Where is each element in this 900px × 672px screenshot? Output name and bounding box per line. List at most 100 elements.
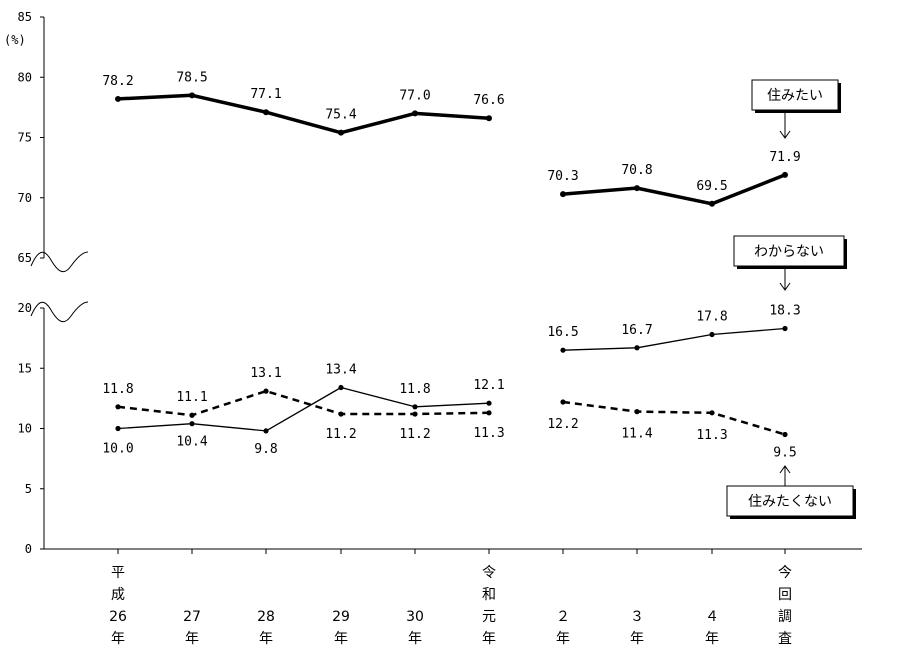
data-point	[115, 425, 121, 432]
data-label: 17.8	[696, 310, 727, 325]
callout-arrowhead	[779, 130, 791, 139]
data-point	[263, 109, 269, 116]
series-line-住みたい	[562, 173, 786, 206]
x-category-label: 年	[482, 631, 496, 647]
data-point	[412, 404, 418, 410]
x-category-label: 令	[482, 565, 496, 581]
x-category-label: 平	[111, 565, 125, 581]
data-point	[709, 410, 715, 416]
callout-label: 住みたい	[767, 88, 823, 104]
callout-box	[733, 235, 845, 267]
y-tick-label: 20	[18, 301, 32, 315]
x-category-label: 年	[259, 631, 273, 647]
y-tick-label: 0	[25, 542, 32, 556]
data-point	[263, 428, 269, 434]
data-point	[634, 345, 640, 351]
data-label: 77.1	[250, 87, 281, 102]
data-label: 69.5	[696, 179, 727, 194]
series-line-わからない	[117, 386, 490, 432]
data-label: 77.0	[399, 88, 430, 103]
callout-label: 住みたくない	[748, 494, 832, 510]
x-category-label: 年	[556, 631, 570, 647]
data-point	[634, 409, 640, 415]
y-tick-label: 70	[18, 191, 32, 205]
x-category-label: 年	[334, 631, 348, 647]
x-category-label: ４	[705, 609, 719, 625]
data-point	[709, 200, 715, 207]
data-label: 75.4	[325, 108, 356, 123]
data-point	[189, 421, 195, 427]
data-point	[115, 404, 121, 410]
data-label: 76.6	[473, 93, 504, 108]
x-category-label: 30	[406, 609, 424, 625]
data-point	[709, 331, 715, 338]
data-point	[412, 411, 418, 417]
data-label: 11.1	[176, 390, 207, 405]
x-category-label: 元	[482, 609, 496, 625]
data-point	[634, 185, 640, 192]
data-point	[338, 129, 344, 136]
x-category-label: ２	[556, 609, 570, 625]
x-category-label: 27	[183, 609, 201, 625]
callout-arrowhead	[779, 465, 791, 474]
data-point	[486, 400, 492, 406]
data-point	[560, 191, 566, 198]
data-label: 11.4	[621, 427, 652, 442]
data-label: 11.3	[696, 428, 727, 443]
data-label: 78.2	[102, 74, 133, 89]
data-label: 13.4	[325, 363, 356, 378]
data-point	[412, 110, 418, 117]
data-label: 12.1	[473, 378, 504, 393]
data-label: 13.1	[250, 366, 281, 381]
y-tick-label: 5	[25, 482, 32, 496]
data-label: 16.5	[547, 325, 578, 340]
data-label: 12.2	[547, 417, 578, 432]
callout-box	[751, 79, 839, 111]
data-label: 10.4	[176, 435, 207, 450]
data-point	[338, 384, 344, 391]
y-tick-label: 65	[18, 251, 32, 265]
x-category-label: 今	[778, 565, 792, 581]
series-line-住みたくない	[117, 389, 490, 417]
y-tick-label: 75	[18, 131, 32, 145]
axis-break-wave-upper	[30, 251, 89, 273]
callout-label: わからない	[754, 244, 824, 260]
data-point	[189, 92, 195, 99]
x-category-label: 年	[111, 631, 125, 647]
x-category-label: 査	[778, 631, 792, 647]
x-category-label: 調	[778, 609, 792, 625]
data-label: 71.9	[769, 150, 800, 165]
x-category-label: ３	[630, 609, 644, 625]
x-category-label: 年	[185, 631, 199, 647]
y-tick-label: 85	[18, 10, 32, 24]
data-label: 11.2	[325, 427, 356, 442]
data-point	[115, 95, 121, 102]
data-point	[782, 325, 788, 332]
data-label: 16.7	[621, 323, 652, 338]
data-point	[782, 431, 788, 438]
x-category-label: 29	[332, 609, 350, 625]
data-point	[189, 412, 195, 418]
data-point	[338, 411, 344, 417]
data-label: 11.2	[399, 427, 430, 442]
data-point	[486, 115, 492, 122]
x-category-label: 成	[111, 587, 125, 603]
data-label: 9.5	[773, 446, 796, 461]
x-category-label: 28	[257, 609, 275, 625]
axes: 85 80 75 70 65 20 15 10 5 0	[18, 10, 862, 556]
data-label: 9.8	[254, 442, 277, 457]
x-category-label: 年	[705, 631, 719, 647]
callout-box	[726, 485, 854, 517]
data-label: 11.8	[399, 382, 430, 397]
y-tick-label: 15	[18, 361, 32, 375]
data-point	[560, 399, 566, 405]
series-layer	[115, 92, 788, 438]
data-label: 70.3	[547, 169, 578, 184]
y-axis-unit-label: (%)	[4, 33, 26, 47]
data-label: 11.8	[102, 382, 133, 397]
x-category-label: 年	[630, 631, 644, 647]
data-labels: 78.2 78.5 77.1 75.4 77.0 76.6 70.3 70.8 69.5 71.9…	[102, 70, 800, 460]
data-point	[560, 347, 566, 353]
